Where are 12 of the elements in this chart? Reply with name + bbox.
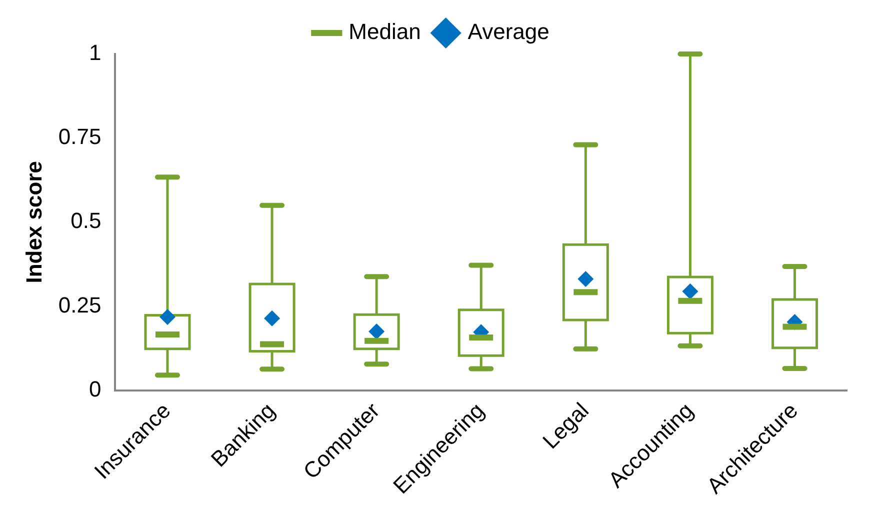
y-tick-label: 0.25	[58, 292, 102, 318]
y-axis-title: Index score	[21, 161, 46, 284]
point	[264, 310, 280, 326]
y-tick-label: 0.75	[58, 124, 102, 150]
y-tick-label: 0	[88, 376, 102, 402]
point	[578, 270, 594, 287]
point	[159, 308, 176, 325]
point	[682, 283, 698, 300]
legend-label: Median	[348, 19, 421, 44]
legend-label: Average	[468, 19, 550, 44]
y-tick-label: 1	[88, 40, 102, 66]
y-tick-label: 0.5	[70, 208, 102, 234]
